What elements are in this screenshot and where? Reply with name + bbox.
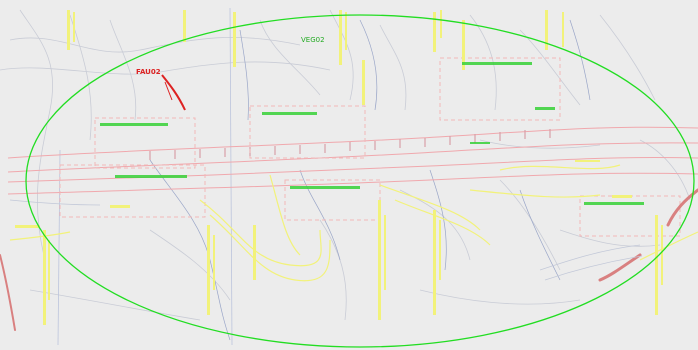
road-hatching [9, 199, 643, 281]
veg-label: VEG02 [301, 36, 325, 44]
highlight-ellipse[interactable] [25, 14, 695, 348]
fau-label: FAU02 [136, 68, 161, 76]
blue-contours [149, 19, 591, 341]
green-callouts [100, 62, 644, 205]
section-lines [57, 7, 233, 346]
yellow-annotations [15, 10, 663, 325]
annotation-curves [9, 164, 698, 282]
fault-line [161, 74, 186, 111]
road-ticks [149, 129, 551, 160]
river [0, 188, 698, 331]
road-boundary [7, 126, 698, 195]
